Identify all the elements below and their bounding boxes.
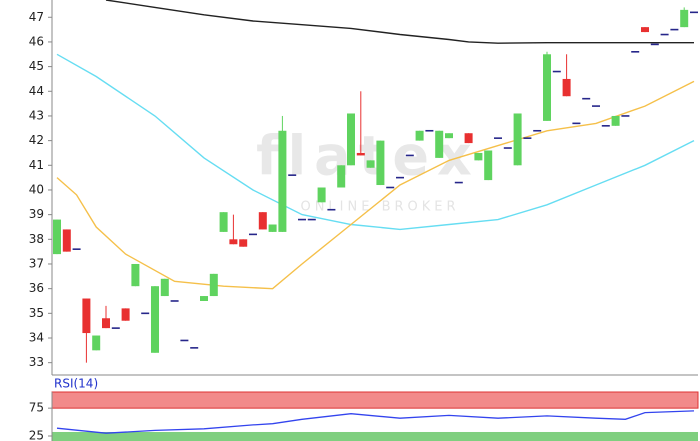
candle-body <box>366 160 375 168</box>
moving-average <box>56 80 695 290</box>
candle-body <box>543 54 551 121</box>
candle-body <box>317 187 326 203</box>
candle-body <box>641 27 649 33</box>
y-tick-label: 75 <box>29 401 44 415</box>
y-tick-label: 33 <box>29 355 44 369</box>
rsi-title: RSI(14) <box>54 377 98 391</box>
candle-body <box>356 152 365 156</box>
candle-body <box>611 115 620 126</box>
rsi-line <box>56 410 695 434</box>
candle-body <box>82 298 91 334</box>
overbought-band <box>51 391 699 409</box>
y-tick-label: 39 <box>29 207 44 221</box>
y-tick-label: 47 <box>29 10 44 24</box>
candle-body <box>151 286 159 353</box>
y-tick-label: 34 <box>29 330 44 344</box>
y-tick-label: 40 <box>29 182 44 196</box>
moving-average <box>105 0 694 44</box>
candle-body <box>562 78 571 97</box>
candle-body <box>102 318 110 329</box>
y-tick-label: 46 <box>29 34 44 48</box>
y-tick-label: 41 <box>29 158 44 172</box>
candle-body <box>131 263 140 287</box>
watermark-subtitle: ONLINE BROKER <box>300 200 459 215</box>
candle-body <box>415 130 424 141</box>
y-tick-label: 25 <box>29 428 44 441</box>
candle-body <box>376 140 385 186</box>
oversold-band <box>52 431 698 441</box>
y-tick-label: 36 <box>29 281 44 295</box>
candle-body <box>160 278 169 297</box>
candle-body <box>474 152 483 161</box>
y-tick-label: 42 <box>29 133 44 147</box>
candle-body <box>200 296 208 301</box>
candle-body <box>92 335 101 351</box>
moving-average <box>56 53 695 231</box>
candle-body <box>53 219 61 255</box>
candle-body <box>513 113 522 166</box>
candle-body <box>464 133 473 144</box>
candle-body <box>680 9 689 28</box>
candle-body <box>484 150 493 181</box>
candle-body <box>229 239 238 245</box>
candle-body <box>337 165 346 188</box>
candle-body <box>445 133 453 139</box>
candle-body <box>209 273 218 297</box>
candle-body <box>62 229 71 252</box>
candle-body <box>278 130 287 232</box>
y-tick-label: 43 <box>29 108 44 122</box>
candle-body <box>219 212 228 232</box>
y-tick-label: 35 <box>29 306 44 320</box>
candle-body <box>347 113 355 166</box>
y-tick-label: 38 <box>29 232 44 246</box>
y-tick-label: 45 <box>29 59 44 73</box>
candle-body <box>268 224 277 232</box>
candle-body <box>121 308 130 321</box>
y-tick-label: 37 <box>29 256 44 270</box>
candle-body <box>435 130 444 158</box>
candle-body <box>239 239 248 247</box>
y-tick-label: 44 <box>29 84 44 98</box>
candle-body <box>258 212 267 230</box>
